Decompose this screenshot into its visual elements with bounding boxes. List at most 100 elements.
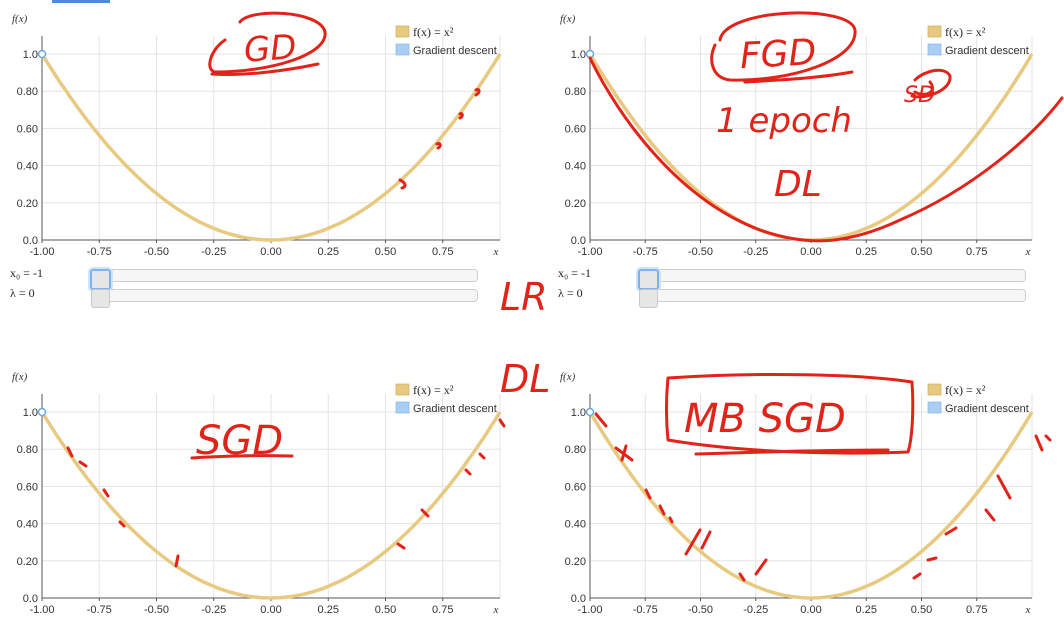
x-tick-label: 0.00: [800, 604, 821, 616]
x-tick-label: 0.50: [911, 604, 932, 616]
y-tick-label: 0.80: [565, 86, 586, 98]
lambda-slider-thumb[interactable]: [639, 289, 658, 308]
x-tick-label: -1.00: [29, 604, 54, 616]
x0-label: x₀ = -1: [558, 266, 591, 280]
x-tick-label: -1.00: [29, 246, 54, 258]
y-tick-label: 0.40: [17, 519, 38, 531]
legend-label-gradient: Gradient descent: [413, 403, 497, 415]
controls-fgd: x₀ = -1 λ = 0: [558, 265, 1038, 308]
x-tick-label: 0.00: [800, 246, 821, 258]
chart-mb-sgd: -1.00 -0.75 -0.50 -0.25 0.00 0.25 0.50 0.75 x 0.0…: [560, 371, 1034, 616]
y-tick-label: 0.0: [571, 593, 586, 605]
y-axis-label: f(x): [12, 371, 28, 383]
x-tick-label: -0.75: [87, 604, 112, 616]
x-tick-label: 0.25: [318, 246, 339, 258]
y-axis-label: f(x): [560, 13, 576, 25]
x-tick-label: -1.00: [577, 246, 602, 258]
legend-label-function: f(x) = x²: [945, 383, 986, 397]
x-tick-label: -0.75: [633, 604, 658, 616]
x0-label: x₀ = -1: [10, 266, 43, 280]
legend-label-gradient: Gradient descent: [945, 45, 1029, 57]
x-tick-label: -0.25: [201, 246, 226, 258]
x-tick-label: 0.75: [966, 246, 987, 258]
legend-label-function: f(x) = x²: [413, 383, 454, 397]
x0-slider[interactable]: [638, 269, 1026, 290]
chart-panel-fgd: -1.00 -0.75 -0.50 -0.25 0.00 0.25 0.50 0.75 x 0.0…: [548, 0, 1064, 310]
gradient-descent-point: [585, 49, 595, 59]
x-tick-label: 0.75: [966, 604, 987, 616]
lambda-slider-row: λ = 0: [558, 285, 1038, 308]
x-tick-label: -0.25: [201, 604, 226, 616]
y-tick-label: 0.0: [571, 235, 586, 247]
legend-swatch-gradient: [927, 43, 942, 56]
x-axis-label: x: [493, 246, 499, 258]
x-axis-label: x: [493, 604, 499, 616]
tab-indicator: [52, 0, 110, 3]
x-tick-label: -1.00: [577, 604, 602, 616]
legend-swatch-function: [395, 383, 410, 396]
y-tick-label: 1.0: [23, 49, 38, 61]
y-tick-label: 0.20: [17, 556, 38, 568]
controls-gd: x₀ = -1 λ = 0: [10, 265, 490, 308]
x-tick-label: -0.25: [743, 246, 768, 258]
gradient-descent-point: [37, 407, 47, 417]
lambda-slider-row: λ = 0: [10, 285, 490, 308]
function-curve: [40, 53, 502, 242]
y-tick-label: 0.0: [23, 235, 38, 247]
x-tick-label: -0.50: [144, 604, 169, 616]
y-tick-label: 0.60: [565, 481, 586, 493]
x-tick-label: 0.00: [260, 246, 281, 258]
x-tick-label: 0.00: [260, 604, 281, 616]
y-tick-label: 0.0: [23, 593, 38, 605]
x-tick-label: 0.25: [318, 604, 339, 616]
x-tick-label: 0.50: [911, 246, 932, 258]
y-tick-label: 0.60: [565, 123, 586, 135]
chart-gd: -1.00 -0.75 -0.50 -0.25 0.00 0.25 0.50 0.75 x 0.0…: [12, 13, 502, 258]
y-tick-label: 1.0: [571, 49, 586, 61]
y-tick-label: 0.80: [17, 444, 38, 456]
legend-swatch-gradient: [395, 401, 410, 414]
y-tick-label: 0.60: [17, 481, 38, 493]
chart-fgd: -1.00 -0.75 -0.50 -0.25 0.00 0.25 0.50 0.75 x 0.0…: [560, 13, 1034, 258]
y-tick-label: 0.40: [565, 161, 586, 173]
y-tick-label: 0.80: [565, 444, 586, 456]
x-tick-label: -0.75: [633, 246, 658, 258]
gradient-descent-point: [585, 407, 595, 417]
legend-label-function: f(x) = x²: [945, 25, 986, 39]
legend-label-function: f(x) = x²: [413, 25, 454, 39]
legend-swatch-function: [927, 25, 942, 38]
x0-slider[interactable]: [90, 269, 478, 290]
x-axis-label: x: [1025, 604, 1031, 616]
legend-swatch-gradient: [927, 401, 942, 414]
lambda-slider[interactable]: [91, 289, 478, 308]
x-tick-label: -0.50: [144, 246, 169, 258]
x-axis-label: x: [1025, 246, 1031, 258]
y-axis-label: f(x): [560, 371, 576, 383]
x0-slider-row: x₀ = -1: [10, 265, 490, 290]
chart-sgd: -1.00 -0.75 -0.50 -0.25 0.00 0.25 0.50 0.75 x 0.0…: [12, 371, 502, 616]
lambda-slider-thumb[interactable]: [91, 289, 110, 308]
chart-panel-gd: -1.00 -0.75 -0.50 -0.25 0.00 0.25 0.50 0.75 x 0.0…: [0, 0, 532, 310]
legend-label-gradient: Gradient descent: [945, 403, 1029, 415]
x-tick-label: 0.75: [432, 246, 453, 258]
y-tick-label: 0.60: [17, 123, 38, 135]
legend-label-gradient: Gradient descent: [413, 45, 497, 57]
lambda-label: λ = 0: [10, 286, 35, 300]
legend-swatch-gradient: [395, 43, 410, 56]
y-tick-label: 0.80: [17, 86, 38, 98]
chart-panel-mb-sgd: -1.00 -0.75 -0.50 -0.25 0.00 0.25 0.50 0.75 x 0.0…: [548, 358, 1064, 620]
lambda-slider[interactable]: [639, 289, 1026, 308]
x-tick-label: -0.50: [688, 604, 713, 616]
gradient-descent-point: [37, 49, 47, 59]
x-tick-label: 0.75: [432, 604, 453, 616]
x-tick-label: -0.25: [743, 604, 768, 616]
y-tick-label: 1.0: [23, 407, 38, 419]
chart-panel-sgd: -1.00 -0.75 -0.50 -0.25 0.00 0.25 0.50 0.75 x 0.0…: [0, 358, 532, 620]
y-tick-label: 0.20: [17, 198, 38, 210]
y-tick-label: 0.40: [565, 519, 586, 531]
legend-swatch-function: [927, 383, 942, 396]
y-tick-label: 0.20: [565, 198, 586, 210]
legend-swatch-function: [395, 25, 410, 38]
y-axis-label: f(x): [12, 13, 28, 25]
x-tick-label: 0.25: [856, 604, 877, 616]
